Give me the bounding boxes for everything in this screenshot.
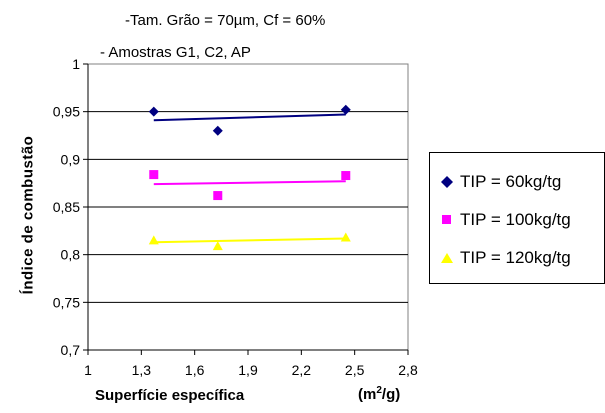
y-tick-label: 0,75 bbox=[53, 294, 80, 310]
data-point-triangle bbox=[148, 235, 159, 245]
y-tick-label: 0,8 bbox=[61, 247, 81, 263]
y-axis-label: Índice de combustão bbox=[19, 135, 37, 295]
tick-labels: 0,7 0,75 0,8 0,85 0,9 0,95 1 1 1,3 1,6 1,9 2,2 2,5 2,… bbox=[53, 56, 418, 378]
y-tick-label: 0,9 bbox=[61, 151, 81, 167]
y-tick-label: 0,85 bbox=[53, 199, 80, 215]
data-point-diamond bbox=[340, 104, 351, 115]
grid-lines bbox=[88, 111, 408, 303]
legend-label: TIP = 60kg/tg bbox=[460, 172, 562, 191]
legend-item-tip60: TIP = 60kg/tg bbox=[440, 171, 561, 193]
data-point-square bbox=[213, 191, 223, 201]
x-axis-label: Superfície específica bbox=[95, 387, 245, 404]
x-tick-label: 1 bbox=[84, 362, 92, 378]
x-tick-label: 1,3 bbox=[132, 362, 152, 378]
x-tick-label: 2,8 bbox=[398, 362, 418, 378]
square-marker-icon bbox=[440, 214, 454, 226]
legend-item-tip100: TIP = 100kg/tg bbox=[440, 209, 571, 231]
triangle-marker-icon bbox=[440, 252, 454, 264]
x-tick-label: 2,2 bbox=[292, 362, 312, 378]
data-point-diamond bbox=[148, 106, 159, 117]
trendline bbox=[153, 113, 346, 122]
x-axis-unit: (m2/g) bbox=[358, 385, 400, 403]
y-tick-label: 1 bbox=[72, 56, 80, 72]
data-points bbox=[148, 104, 351, 251]
x-tick-label: 1,9 bbox=[238, 362, 258, 378]
diamond-marker-icon bbox=[440, 176, 454, 188]
trendline bbox=[153, 180, 346, 186]
data-point-triangle bbox=[340, 232, 351, 242]
axes bbox=[83, 63, 409, 355]
annotation-line-2: - Amostras G1, C2, AP bbox=[100, 44, 251, 61]
annotation-line-1: -Tam. Grão = 70µm, Cf = 60% bbox=[125, 12, 326, 29]
x-tick-label: 1,6 bbox=[185, 362, 205, 378]
data-point-diamond bbox=[212, 125, 223, 136]
legend-item-tip120: TIP = 120kg/tg bbox=[440, 247, 571, 269]
x-tick-label: 2,5 bbox=[345, 362, 365, 378]
legend-label: TIP = 120kg/tg bbox=[460, 248, 571, 267]
y-tick-label: 0,95 bbox=[53, 104, 80, 120]
data-point-square bbox=[149, 170, 159, 180]
y-tick-label: 0,7 bbox=[61, 342, 81, 358]
data-point-square bbox=[341, 171, 351, 181]
legend-label: TIP = 100kg/tg bbox=[460, 210, 571, 229]
trendline bbox=[153, 237, 346, 244]
x-axis-unit-tail: /g) bbox=[381, 386, 401, 403]
data-point-triangle bbox=[212, 241, 223, 251]
legend: TIP = 60kg/tg TIP = 100kg/tg TIP = 120kg… bbox=[429, 152, 605, 284]
x-axis-unit-superscript: 2 bbox=[376, 385, 382, 396]
trendlines bbox=[153, 113, 346, 244]
x-axis-unit-base: (m bbox=[358, 386, 377, 403]
